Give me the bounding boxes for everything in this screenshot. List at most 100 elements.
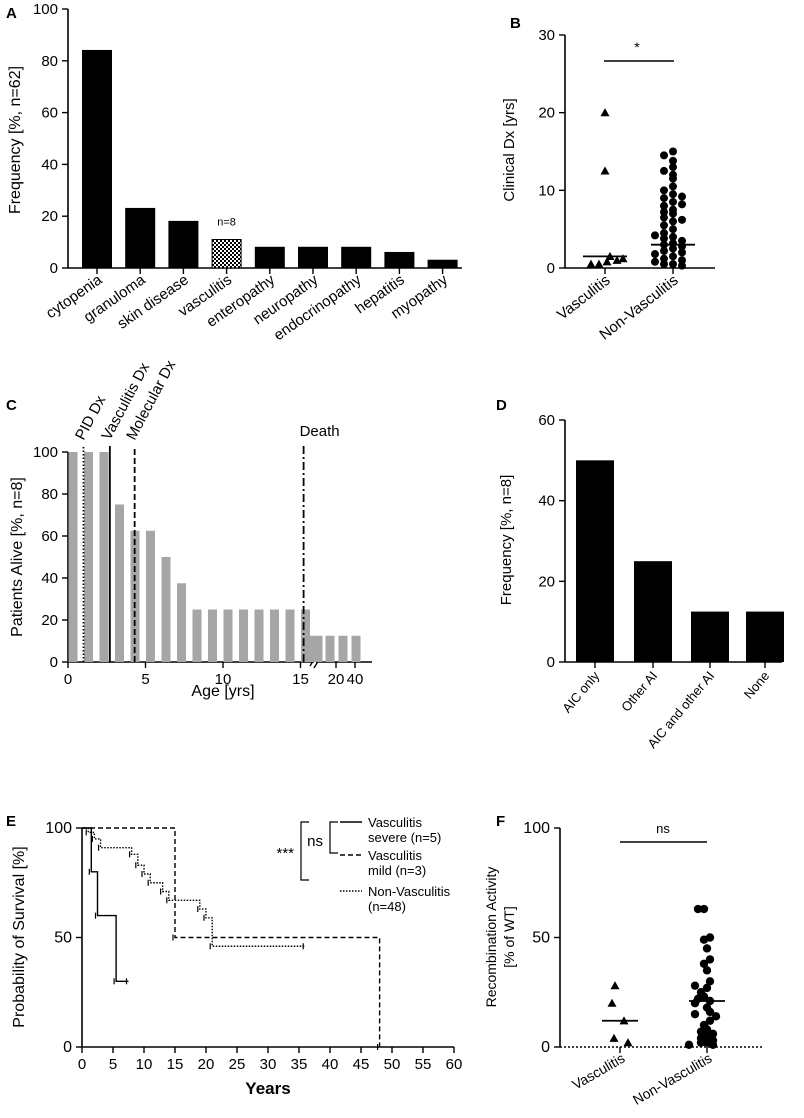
c-x-tick-label: 10 xyxy=(215,671,232,688)
c-bar xyxy=(208,609,217,662)
b-point-circle xyxy=(678,215,686,224)
panel-d-bar-chart: 0 20 40 60 Frequency [%, n=8] AIC only Other A… xyxy=(498,412,784,751)
d-y-tick-label: 0 xyxy=(547,654,555,671)
panel-label-c: C xyxy=(6,397,17,414)
b-point-circle xyxy=(660,151,668,160)
c-bar xyxy=(68,452,78,662)
c-bar xyxy=(270,609,279,662)
b-significance-label: * xyxy=(634,39,640,55)
c-x-tick-label: 15 xyxy=(292,671,309,688)
b-point-triangle xyxy=(594,259,604,268)
b-point-circle xyxy=(669,174,677,183)
c-bar xyxy=(177,583,186,662)
e-y-tick-label: 50 xyxy=(54,930,72,947)
a-bar-granuloma xyxy=(125,207,156,269)
b-point-circle xyxy=(669,156,677,165)
f-point-triangle xyxy=(609,1033,619,1042)
b-point-circle xyxy=(651,231,659,240)
b-point-circle xyxy=(669,232,677,241)
f-y-axis-label-line2: [% of WT] xyxy=(501,906,517,967)
b-point-circle xyxy=(678,261,686,270)
b-point-circle xyxy=(669,225,677,234)
f-y-tick-label: 50 xyxy=(532,930,550,947)
e-x-tick-label: 45 xyxy=(353,1056,370,1073)
e-legend-label: Vasculitis xyxy=(368,848,422,863)
d-x-tick-label: AIC only xyxy=(559,668,602,716)
c-bar xyxy=(254,609,264,662)
b-point-circle xyxy=(660,186,668,195)
c-bar xyxy=(84,452,93,662)
b-point-triangle xyxy=(586,259,596,268)
b-point-circle xyxy=(651,257,659,266)
b-point-circle xyxy=(669,197,677,206)
d-x-tick-label: None xyxy=(741,668,772,701)
a-y-tick-label: 40 xyxy=(41,156,58,173)
a-y-tick-label: 20 xyxy=(41,208,58,225)
e-y-tick-label: 100 xyxy=(45,820,72,837)
e-x-tick-label: 60 xyxy=(446,1056,463,1073)
b-point-triangle xyxy=(618,254,628,263)
a-bar-neuropathy xyxy=(298,246,328,269)
b-point-circle xyxy=(660,260,668,269)
e-x-tick-label: 25 xyxy=(229,1056,246,1073)
f-point-circle xyxy=(702,944,712,953)
a-bar-skin-disease xyxy=(168,220,199,269)
f-point-circle xyxy=(705,977,715,986)
e-legend-label: mild (n=3) xyxy=(368,863,426,878)
a-bar-endocrinopathy xyxy=(341,246,372,269)
f-y-tick-label: 100 xyxy=(523,820,550,837)
b-point-circle xyxy=(660,208,668,217)
c-bar xyxy=(285,609,295,662)
e-outer-bracket xyxy=(300,821,309,881)
e-y-tick-label: 0 xyxy=(63,1039,72,1056)
f-point-circle xyxy=(684,1040,694,1050)
c-bar xyxy=(146,530,155,662)
c-x-axis-label: Age [yrs] xyxy=(191,683,254,700)
f-significance-label: ns xyxy=(656,821,670,836)
e-x-tick-label: 20 xyxy=(198,1056,215,1073)
b-y-axis-label: Clinical Dx [yrs] xyxy=(501,98,518,201)
c-bar xyxy=(161,557,171,662)
f-point-circle xyxy=(699,904,709,914)
f-x-tick-label: Vasculitis xyxy=(569,1050,627,1093)
e-significance-outer: *** xyxy=(276,845,294,862)
e-legend-label: Non-Vasculitis xyxy=(368,884,451,899)
b-y-tick-label: 0 xyxy=(547,260,555,277)
a-bar-enteropathy xyxy=(254,246,285,269)
c-y-tick-label: 100 xyxy=(33,444,58,461)
c-y-axis-label: Patients Alive [%, n=8] xyxy=(9,477,26,637)
e-x-tick-label: 35 xyxy=(291,1056,308,1073)
a-y-tick-label: 0 xyxy=(50,260,58,277)
c-y-tick-label: 60 xyxy=(41,528,58,545)
c-bar xyxy=(192,609,202,662)
a-y-tick-label: 60 xyxy=(41,105,58,122)
c-x-tick-label: 20 xyxy=(328,671,345,688)
a-bar-cytopenia xyxy=(82,49,112,269)
e-y-axis-label: Probability of Survival [%] xyxy=(11,846,28,1027)
panel-e-survival-chart: 0 50 100 0 5 10 15 20 25 30 35 40 45 50 55 60 Years Proba… xyxy=(11,815,462,1098)
b-point-triangle xyxy=(600,166,610,175)
e-x-tick-label: 40 xyxy=(322,1056,339,1073)
f-point-circle xyxy=(702,983,712,993)
a-y-tick-label: 100 xyxy=(33,1,58,18)
f-point-triangle xyxy=(623,1038,633,1047)
c-x-tick-label: 40 xyxy=(347,671,364,688)
e-series-solid xyxy=(82,827,129,982)
c-x-tick-label: 5 xyxy=(141,671,149,688)
c-y-tick-label: 80 xyxy=(41,486,58,503)
b-point-circle xyxy=(678,200,686,209)
d-bar-Other-AI xyxy=(634,561,672,662)
c-bar xyxy=(325,635,335,662)
b-point-triangle xyxy=(600,108,610,117)
c-bar xyxy=(115,504,124,662)
f-point-circle xyxy=(690,981,700,990)
e-inner-bracket xyxy=(329,821,338,854)
e-x-tick-label: 10 xyxy=(136,1056,153,1073)
d-bar-AIC-and-other-AI xyxy=(691,611,729,662)
b-point-circle xyxy=(660,246,668,255)
b-point-circle xyxy=(669,163,677,172)
c-bar xyxy=(338,635,348,662)
